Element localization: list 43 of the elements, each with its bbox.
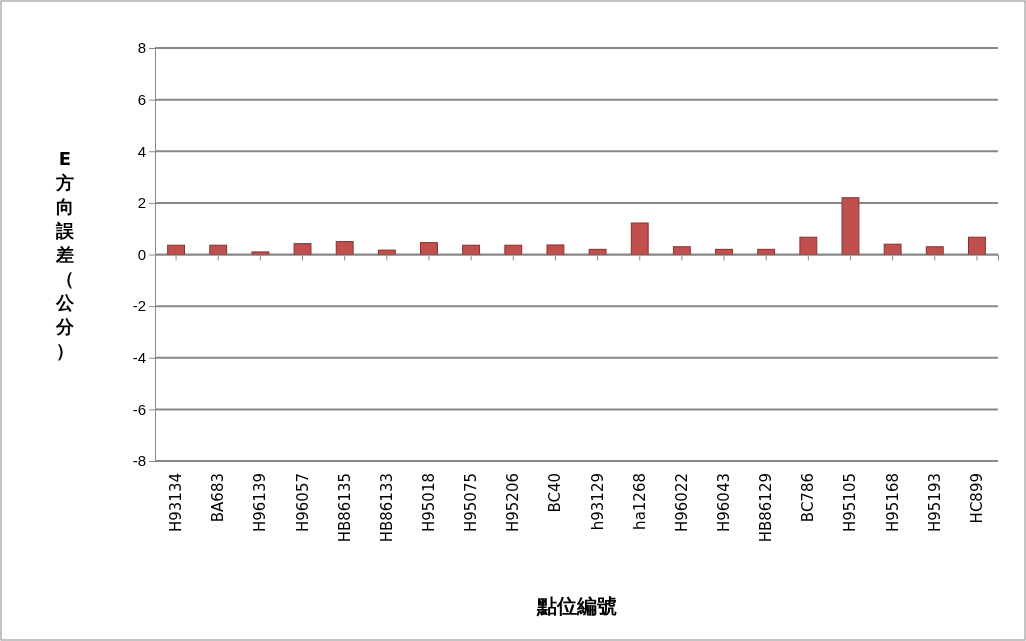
bar bbox=[672, 246, 691, 255]
x-tick-label: ha1268 bbox=[630, 473, 649, 530]
x-tick-label: HB86129 bbox=[757, 473, 776, 543]
bar bbox=[546, 244, 565, 255]
x-tick-label: H95206 bbox=[504, 473, 523, 532]
x-tick-label: H95168 bbox=[883, 473, 902, 532]
x-tick-label: HB86135 bbox=[335, 473, 354, 543]
bar bbox=[335, 241, 354, 255]
x-tick-label: H93134 bbox=[167, 473, 186, 532]
x-tick-label: H95018 bbox=[419, 473, 438, 532]
bar bbox=[799, 236, 818, 255]
y-tick-label: -2 bbox=[132, 297, 146, 315]
x-tick-label: H95193 bbox=[925, 473, 944, 532]
x-tick-label: BC40 bbox=[546, 473, 565, 513]
y-tick-label: -6 bbox=[132, 400, 146, 418]
y-tick-label: 6 bbox=[137, 90, 146, 108]
x-tick-label: h93129 bbox=[588, 473, 607, 531]
y-tick-label: 8 bbox=[137, 39, 146, 57]
bar bbox=[377, 249, 396, 255]
y-tick-label: -4 bbox=[132, 349, 146, 367]
y-tick-label: 4 bbox=[137, 142, 146, 160]
x-tick-label: H96022 bbox=[672, 473, 691, 532]
y-tick-label: 2 bbox=[137, 194, 146, 212]
x-axis-title: 點位編號 bbox=[535, 594, 617, 618]
x-tick-label: H96139 bbox=[251, 473, 270, 532]
y-tick-label: -8 bbox=[132, 452, 146, 470]
y-tick-label: 0 bbox=[137, 245, 146, 263]
bar bbox=[925, 246, 944, 255]
x-tick-label: H96057 bbox=[293, 473, 312, 532]
x-tick-label: HB86133 bbox=[377, 473, 396, 543]
x-tick-label: HC899 bbox=[967, 473, 986, 524]
x-tick-label: H95105 bbox=[841, 473, 860, 532]
x-tick-label: H95075 bbox=[462, 473, 481, 532]
x-tick-label: BC786 bbox=[799, 473, 818, 523]
bar bbox=[293, 243, 312, 255]
bar bbox=[841, 197, 860, 255]
x-tick-label: H96043 bbox=[715, 473, 734, 532]
bar bbox=[968, 236, 986, 255]
bar bbox=[630, 222, 649, 255]
bar bbox=[420, 242, 438, 255]
x-tick-label: BA683 bbox=[209, 473, 228, 523]
text: E方向誤差（公分） bbox=[56, 147, 74, 361]
bar bbox=[883, 243, 902, 255]
